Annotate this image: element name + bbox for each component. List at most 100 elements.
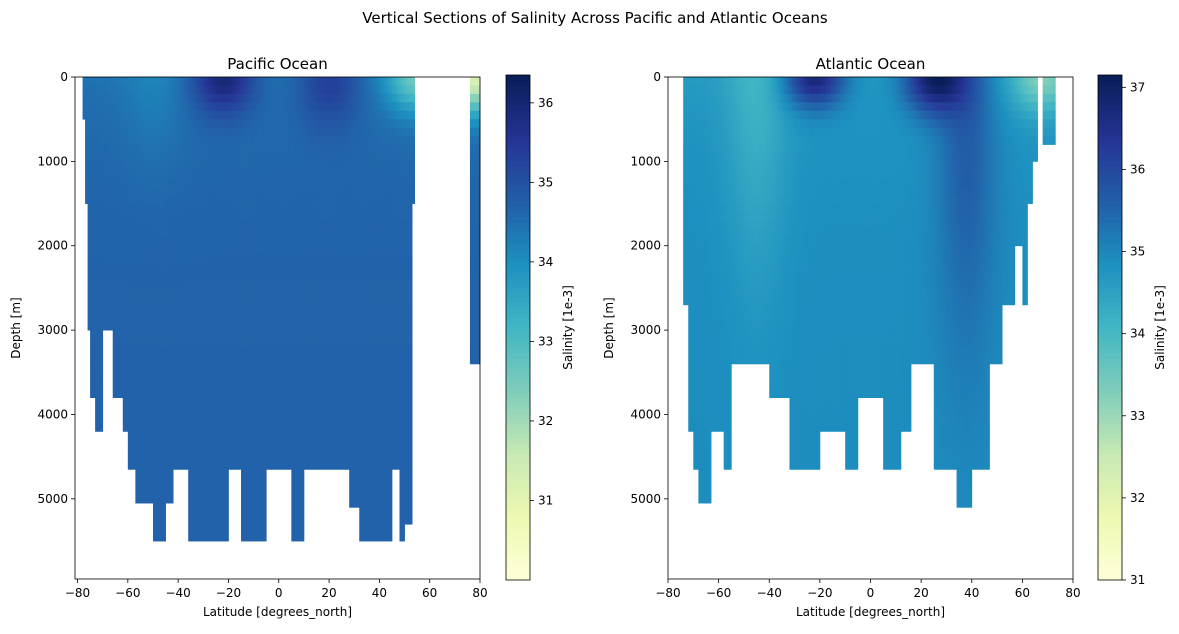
heatmap-cell	[336, 456, 340, 466]
heatmap-cell	[228, 380, 232, 390]
heatmap-cell	[152, 287, 156, 297]
heatmap-cell	[100, 296, 104, 306]
heatmap-cell	[316, 186, 320, 196]
heatmap-cell	[256, 93, 260, 103]
heatmap-cell	[132, 110, 136, 120]
heatmap-cell	[145, 414, 149, 424]
heatmap-cell	[296, 473, 300, 483]
heatmap-cell	[286, 414, 290, 424]
heatmap-cell	[273, 271, 277, 280]
heatmap-cell	[238, 127, 242, 137]
heatmap-cell	[235, 195, 239, 204]
heatmap-cell	[150, 161, 154, 171]
heatmap-cell	[253, 431, 257, 441]
heatmap-cell	[233, 195, 237, 204]
heatmap-cell	[281, 397, 285, 407]
heatmap-cell	[256, 515, 260, 525]
heatmap-cell	[112, 287, 116, 297]
heatmap-cell	[218, 110, 222, 120]
heatmap-cell	[258, 85, 262, 95]
heatmap-cell	[311, 372, 315, 382]
heatmap-cell	[339, 372, 343, 382]
heatmap-cell	[147, 406, 151, 415]
heatmap-cell	[142, 380, 146, 390]
heatmap-cell	[190, 119, 194, 129]
heatmap-cell	[243, 355, 247, 365]
heatmap-cell	[223, 363, 227, 373]
heatmap-cell	[158, 287, 161, 297]
heatmap-cell	[158, 406, 161, 415]
heatmap-cell	[293, 203, 297, 213]
heatmap-cell	[127, 169, 131, 179]
heatmap-cell	[261, 406, 265, 415]
heatmap-cell	[112, 296, 116, 306]
heatmap-cell	[90, 245, 94, 255]
heatmap-cell	[95, 136, 99, 145]
heatmap-cell	[213, 304, 217, 314]
heatmap-cell	[135, 448, 139, 458]
heatmap-cell	[276, 439, 280, 449]
heatmap-cell	[324, 262, 327, 272]
heatmap-cell	[127, 271, 131, 280]
heatmap-cell	[180, 228, 184, 238]
heatmap-cell	[87, 262, 91, 272]
heatmap-cell	[100, 77, 104, 86]
heatmap-cell	[170, 136, 174, 145]
heatmap-cell	[205, 152, 209, 162]
heatmap-cell	[213, 245, 217, 255]
heatmap-cell	[213, 186, 217, 196]
heatmap-cell	[137, 245, 141, 255]
heatmap-cell	[243, 448, 247, 458]
heatmap-cell	[331, 414, 335, 424]
heatmap-cell	[168, 338, 171, 348]
heatmap-cell	[135, 77, 139, 86]
heatmap-cell	[251, 507, 255, 517]
heatmap-cell	[112, 380, 116, 390]
heatmap-cell	[301, 144, 305, 154]
heatmap-cell	[223, 203, 227, 213]
heatmap-cell	[344, 102, 348, 112]
heatmap-cell	[246, 110, 249, 120]
heatmap-cell	[152, 169, 156, 179]
heatmap-cell	[155, 338, 159, 348]
heatmap-cell	[100, 422, 104, 432]
heatmap-cell	[271, 414, 275, 424]
heatmap-cell	[268, 228, 272, 238]
heatmap-cell	[288, 380, 292, 390]
heatmap-cell	[100, 287, 104, 297]
heatmap-cell	[329, 195, 332, 204]
heatmap-cell	[283, 110, 287, 120]
heatmap-cell	[150, 144, 154, 154]
heatmap-cell	[163, 439, 166, 449]
heatmap-cell	[195, 93, 199, 103]
heatmap-cell	[235, 414, 239, 424]
heatmap-cell	[283, 119, 287, 129]
heatmap-cell	[293, 144, 297, 154]
heatmap-cell	[220, 355, 224, 365]
heatmap-cell	[268, 456, 272, 466]
heatmap-cell	[268, 279, 272, 289]
heatmap-cell	[188, 372, 192, 382]
heatmap-cell	[273, 119, 277, 129]
heatmap-cell	[185, 439, 189, 449]
heatmap-cell	[298, 355, 302, 365]
heatmap-cell	[319, 178, 322, 188]
heatmap-cell	[266, 346, 270, 356]
heatmap-cell	[334, 389, 338, 399]
heatmap-cell	[140, 422, 144, 432]
heatmap-cell	[198, 304, 202, 314]
heatmap-cell	[276, 465, 280, 470]
heatmap-cell	[200, 304, 204, 314]
heatmap-cell	[248, 228, 252, 238]
heatmap-cell	[142, 456, 146, 466]
heatmap-cell	[155, 313, 159, 323]
heatmap-cell	[230, 161, 234, 171]
heatmap-cell	[210, 355, 214, 365]
heatmap-cell	[205, 262, 209, 272]
heatmap-cell	[92, 195, 96, 204]
heatmap-cell	[188, 195, 192, 204]
heatmap-cell	[316, 93, 320, 103]
heatmap-cell	[306, 439, 310, 449]
heatmap-cell	[152, 481, 156, 491]
heatmap-cell	[163, 237, 166, 247]
